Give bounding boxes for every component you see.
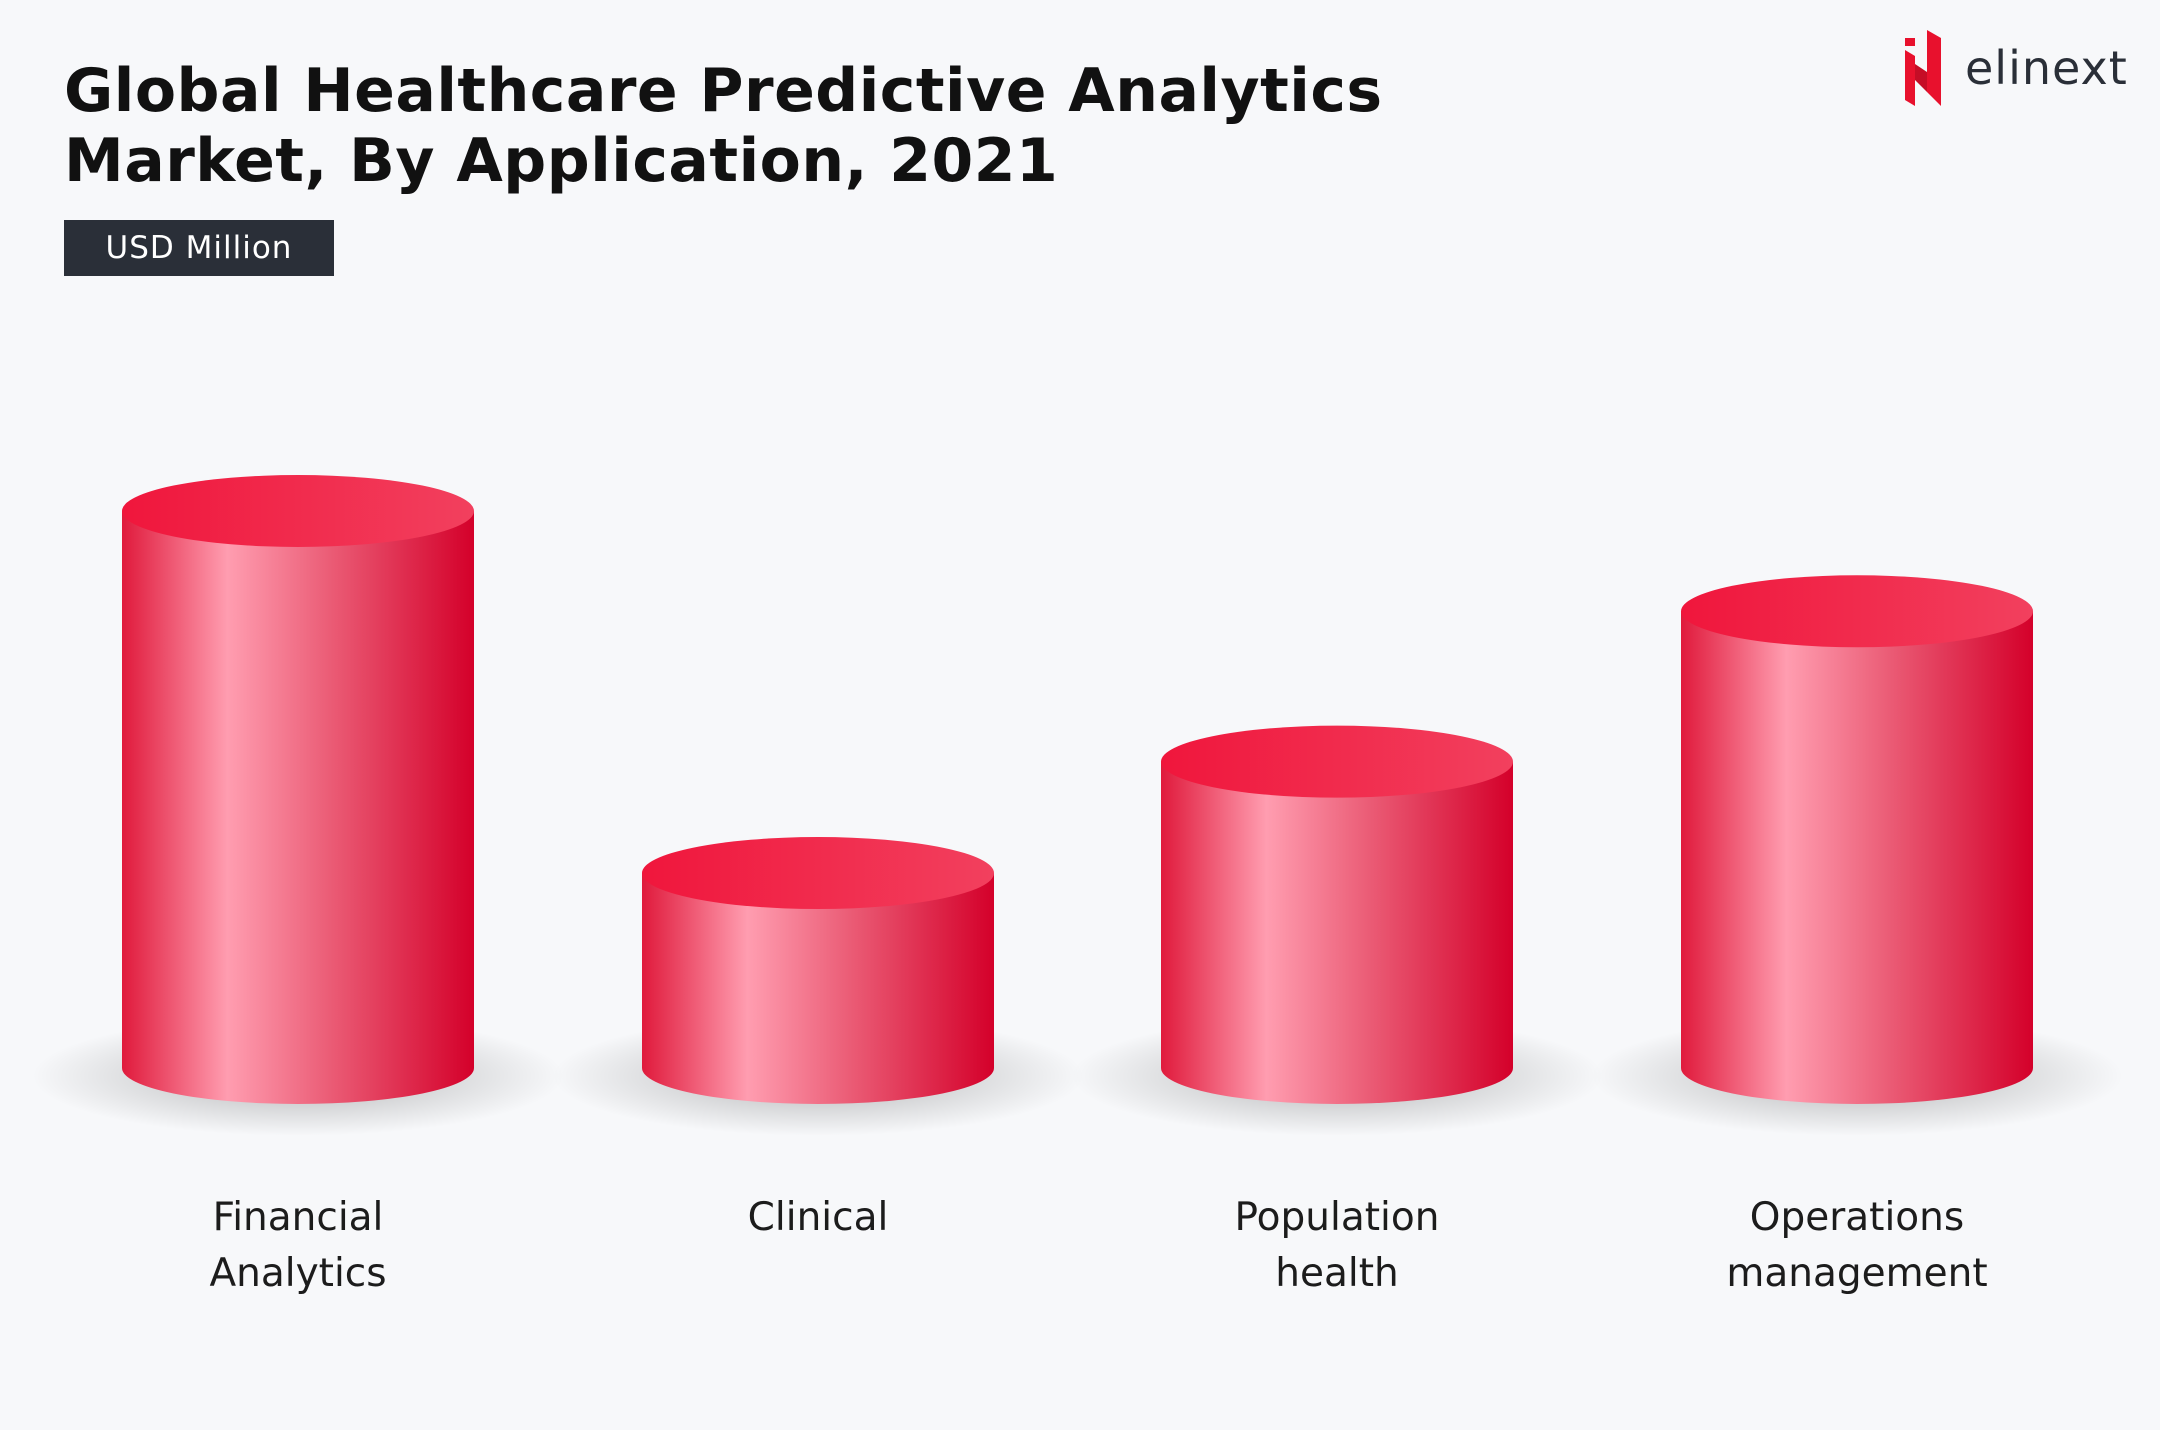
unit-badge: USD Million xyxy=(64,220,334,276)
chart-title: Global Healthcare Predictive Analytics M… xyxy=(64,56,1383,196)
x-tick-label-line2: Analytics xyxy=(209,1251,387,1296)
bar-operations-management xyxy=(1591,575,2123,1136)
bar-top xyxy=(122,475,474,547)
bar-clinical xyxy=(552,837,1084,1136)
bar-body xyxy=(1681,611,2033,1104)
bar-body xyxy=(1161,761,1513,1104)
x-tick-label-line1: Clinical xyxy=(747,1195,889,1240)
x-tick-label-line1: Population xyxy=(1234,1195,1440,1240)
x-tick-label-clinical: Clinical xyxy=(618,1190,1018,1246)
bar-top xyxy=(642,837,994,910)
chart-title-line1: Global Healthcare Predictive Analytics xyxy=(64,56,1383,126)
x-tick-label-line1: Financial xyxy=(212,1195,384,1240)
brand-logo: elinext xyxy=(1905,30,2128,106)
x-tick-label-line2: management xyxy=(1726,1251,1988,1296)
logo-text: elinext xyxy=(1965,41,2128,95)
bar-population-health xyxy=(1071,725,1603,1136)
x-tick-label-operations-management: Operations management xyxy=(1657,1190,2057,1302)
chart-title-line2: Market, By Application, 2021 xyxy=(64,126,1059,196)
x-tick-label-line2: health xyxy=(1275,1251,1399,1296)
bar-financial-analytics xyxy=(32,475,564,1136)
bar-body xyxy=(122,511,474,1104)
bar-body xyxy=(642,873,994,1104)
bar-top xyxy=(1681,575,2033,648)
x-tick-label-population-health: Population health xyxy=(1137,1190,1537,1302)
bar-top xyxy=(1161,725,1513,798)
elinext-logo-icon xyxy=(1905,30,1941,106)
x-tick-label-line1: Operations xyxy=(1749,1195,1965,1240)
x-tick-label-financial-analytics: Financial Analytics xyxy=(98,1190,498,1302)
